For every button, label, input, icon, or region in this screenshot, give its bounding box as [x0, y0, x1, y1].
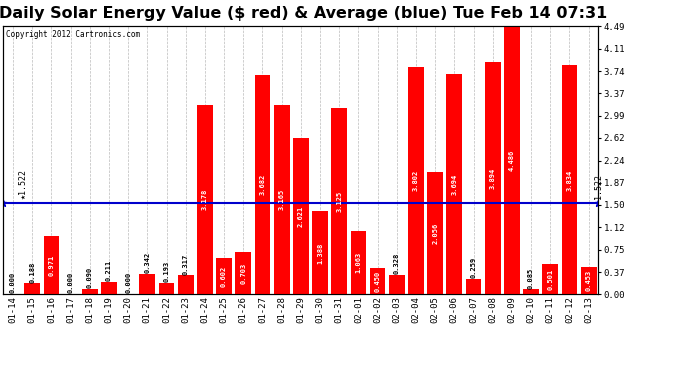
Bar — [408, 68, 424, 294]
Bar — [139, 274, 155, 294]
Bar — [312, 211, 328, 294]
Bar — [542, 264, 558, 294]
Bar — [24, 283, 40, 294]
Text: 0.971: 0.971 — [48, 255, 55, 276]
Text: 3.834: 3.834 — [566, 169, 573, 190]
Bar — [370, 267, 386, 294]
Text: 0.090: 0.090 — [87, 267, 92, 288]
Text: 3.694: 3.694 — [451, 174, 457, 195]
Text: 0.259: 0.259 — [471, 257, 477, 278]
Text: 0.328: 0.328 — [394, 253, 400, 274]
Bar — [389, 275, 404, 294]
Text: ★1.522: ★1.522 — [19, 169, 28, 199]
Text: 0.453: 0.453 — [586, 270, 591, 291]
Text: 0.703: 0.703 — [240, 263, 246, 284]
Text: 2.621: 2.621 — [298, 206, 304, 227]
Bar — [82, 289, 98, 294]
Bar — [331, 108, 347, 294]
Text: 1.063: 1.063 — [355, 252, 362, 273]
Bar — [255, 75, 270, 294]
Text: 3.165: 3.165 — [279, 189, 285, 210]
Bar — [235, 252, 251, 294]
Bar — [43, 236, 59, 294]
Text: 3.125: 3.125 — [336, 190, 342, 212]
Text: 3.178: 3.178 — [202, 189, 208, 210]
Text: 0.602: 0.602 — [221, 266, 227, 287]
Bar — [178, 276, 194, 294]
Text: 0.450: 0.450 — [375, 270, 381, 292]
Text: 3.894: 3.894 — [490, 168, 495, 189]
Bar — [504, 27, 520, 294]
Text: Copyright 2012 Cartronics.com: Copyright 2012 Cartronics.com — [6, 30, 141, 39]
Text: 1.522: 1.522 — [594, 174, 603, 199]
Bar — [216, 258, 232, 294]
Bar — [351, 231, 366, 294]
Bar — [562, 65, 578, 294]
Text: 3.802: 3.802 — [413, 170, 419, 192]
Bar — [293, 138, 308, 294]
Text: 0.000: 0.000 — [125, 272, 131, 293]
Text: 3.682: 3.682 — [259, 174, 266, 195]
Bar — [523, 289, 539, 294]
Bar — [581, 267, 596, 294]
Text: 0.000: 0.000 — [68, 272, 74, 293]
Text: 0.342: 0.342 — [144, 252, 150, 273]
Text: 2.056: 2.056 — [432, 222, 438, 244]
Text: 0.085: 0.085 — [528, 267, 534, 289]
Bar — [274, 105, 290, 294]
Bar — [427, 172, 443, 294]
Text: 4.486: 4.486 — [509, 150, 515, 171]
Bar — [446, 74, 462, 294]
Text: 0.501: 0.501 — [547, 269, 553, 290]
Bar — [485, 62, 500, 294]
Text: 0.317: 0.317 — [183, 254, 189, 275]
Text: 0.211: 0.211 — [106, 260, 112, 281]
Text: Daily Solar Energy Value ($ red) & Average (blue) Tue Feb 14 07:31: Daily Solar Energy Value ($ red) & Avera… — [0, 6, 608, 21]
Text: 1.388: 1.388 — [317, 242, 323, 264]
Bar — [159, 283, 175, 294]
Bar — [101, 282, 117, 294]
Text: 0.000: 0.000 — [10, 272, 16, 293]
Text: 0.188: 0.188 — [29, 261, 35, 282]
Bar — [466, 279, 482, 294]
Bar — [197, 105, 213, 294]
Text: 0.193: 0.193 — [164, 261, 170, 282]
